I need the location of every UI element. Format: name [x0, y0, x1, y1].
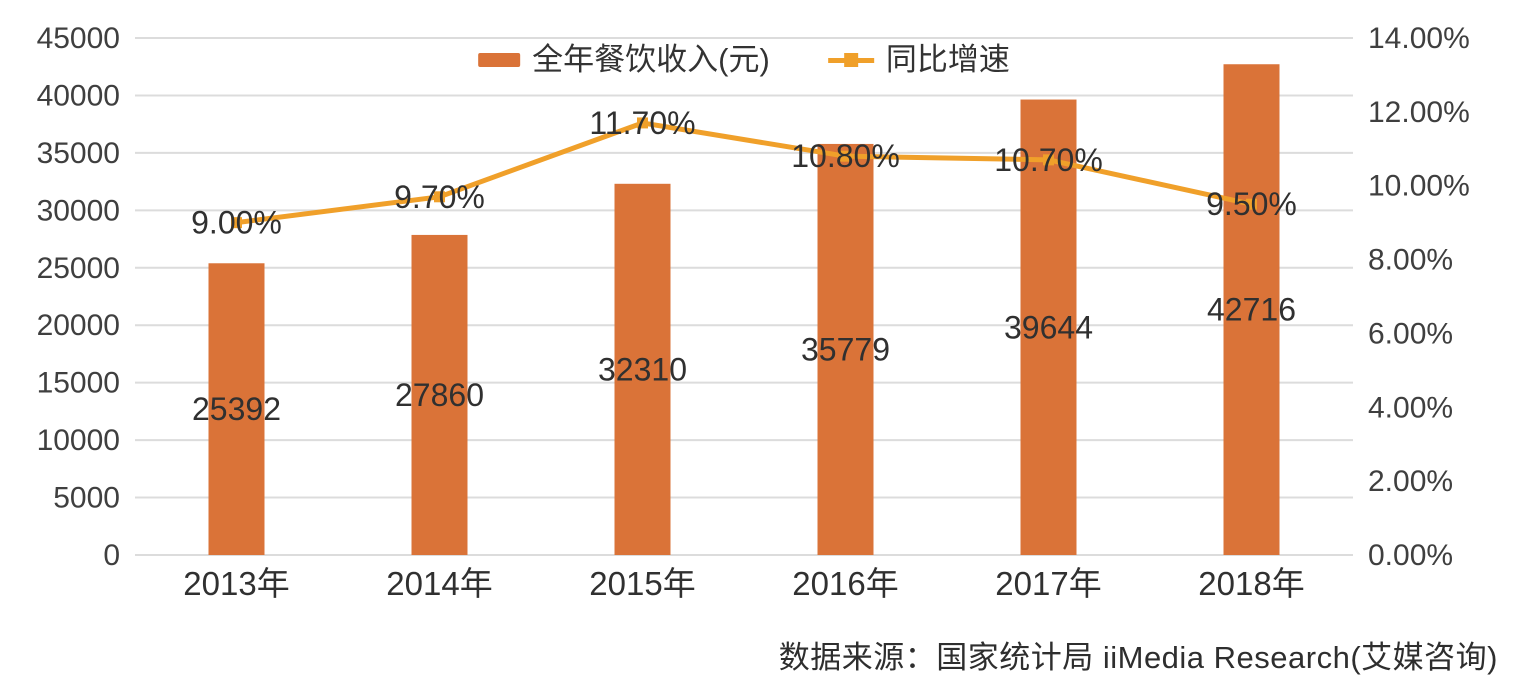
- bar: [1020, 99, 1077, 556]
- line-marker: [1043, 154, 1054, 166]
- bar-value-label: 25392: [192, 391, 281, 427]
- line-marker: [840, 150, 851, 162]
- y-axis-right-tick-label: 6.00%: [1368, 317, 1453, 350]
- legend-item-revenue: 全年餐饮收入(元): [478, 44, 770, 75]
- bar: [411, 234, 468, 555]
- y-axis-right-tick-label: 12.00%: [1368, 96, 1470, 129]
- y-axis-left-tick-label: 40000: [37, 79, 120, 112]
- y-axis-left-tick-label: 10000: [37, 424, 120, 457]
- x-axis-label: 2013年: [183, 565, 289, 602]
- y-axis-right-tick-label: 0.00%: [1368, 539, 1453, 572]
- line-marker: [637, 117, 648, 129]
- pct-value-label: 9.70%: [394, 179, 485, 215]
- pct-value-label: 11.70%: [589, 105, 695, 141]
- bar: [817, 143, 874, 556]
- bar-series-swatch-icon: [478, 52, 521, 67]
- line-marker: [231, 217, 242, 229]
- y-axis-left-tick-label: 35000: [37, 137, 120, 170]
- growth-line: [236, 120, 1253, 226]
- bar-value-label: 42716: [1207, 292, 1296, 328]
- legend-item-growth: 同比增速: [827, 42, 1010, 77]
- y-axis-left-tick-label: 30000: [37, 194, 120, 227]
- pct-value-label: 10.80%: [791, 138, 900, 174]
- legend: 全年餐饮收入(元) 同比增速: [478, 44, 1010, 75]
- pct-value-label: 9.00%: [191, 205, 282, 241]
- y-axis-right-tick-label: 2.00%: [1368, 465, 1453, 498]
- legend-label-growth: 同比增速: [885, 42, 1010, 77]
- bar-value-label: 35779: [801, 331, 890, 367]
- source-note: 数据来源：国家统计局 iiMedia Research(艾媒咨询): [778, 640, 1498, 675]
- bar: [614, 183, 671, 555]
- bar: [1223, 64, 1280, 555]
- y-axis-left-tick-label: 15000: [37, 367, 120, 400]
- line-marker: [1246, 198, 1257, 210]
- bar: [208, 263, 265, 555]
- pct-value-label: 10.70%: [994, 142, 1103, 178]
- bar-value-label: 39644: [1004, 309, 1093, 345]
- x-axis-label: 2014年: [386, 565, 492, 602]
- y-axis-right-tick-label: 10.00%: [1368, 170, 1470, 203]
- y-axis-right-tick-label: 8.00%: [1368, 244, 1453, 277]
- y-axis-left-tick-label: 0: [103, 539, 120, 572]
- y-axis-left-tick-label: 45000: [37, 22, 120, 55]
- line-series-swatch-icon: [827, 52, 874, 68]
- x-axis-label: 2015年: [589, 565, 695, 602]
- x-axis-label: 2017年: [995, 565, 1101, 602]
- legend-label-revenue: 全年餐饮收入(元): [532, 42, 770, 77]
- y-axis-right-tick-label: 4.00%: [1368, 391, 1453, 424]
- x-axis-label: 2016年: [792, 565, 898, 602]
- bar-value-label: 32310: [598, 351, 687, 387]
- pct-value-label: 9.50%: [1206, 186, 1297, 222]
- y-axis-left-tick-label: 20000: [37, 309, 120, 342]
- bar-value-label: 27860: [395, 377, 484, 413]
- y-axis-left-tick-label: 25000: [37, 252, 120, 285]
- line-marker: [434, 191, 445, 203]
- x-axis-label: 2018年: [1198, 565, 1304, 602]
- y-axis-right-tick-label: 14.00%: [1368, 22, 1470, 55]
- y-axis-left-tick-label: 5000: [53, 482, 120, 515]
